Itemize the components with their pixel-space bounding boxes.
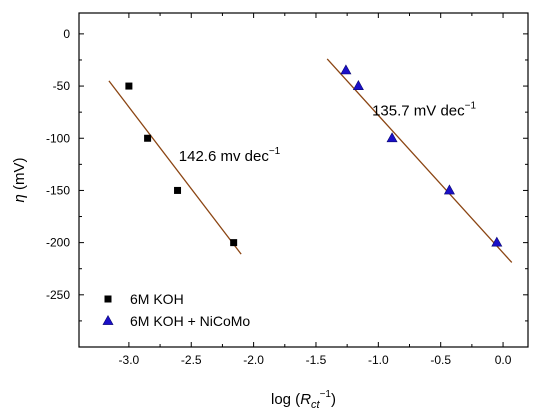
legend-label-series-1: 6M KOH: [130, 291, 184, 307]
fit-lines-layer: [108, 58, 513, 263]
data-point-series-1: [174, 186, 182, 194]
x-axis-label-sup: −1: [320, 389, 332, 400]
x-tick-label: 0.0: [495, 353, 512, 367]
y-tick-label: -150: [46, 183, 70, 197]
legend-label-series-2: 6M KOH + NiCoMo: [130, 313, 250, 329]
x-axis-label: log (Rct−1): [271, 389, 336, 411]
data-point-series-2: [491, 236, 503, 247]
points-layer: [125, 64, 503, 247]
legend-marker-series-2: [102, 314, 114, 325]
fit-line-series-1: [108, 80, 242, 255]
slope-annotation-series-1: 142.6 mv dec−1: [179, 146, 281, 165]
data-point-series-1: [144, 134, 152, 142]
data-point-series-1: [125, 82, 133, 90]
x-axis-label-sub: ct: [311, 399, 321, 411]
x-tick-label: -1.5: [306, 353, 327, 367]
plot-frame: [78, 12, 529, 348]
data-point-series-2: [386, 132, 398, 143]
x-tick-label: -2.0: [243, 353, 264, 367]
x-tick-label: -2.5: [181, 353, 202, 367]
x-tick-label: -3.0: [119, 353, 140, 367]
data-point-series-2: [352, 80, 364, 90]
x-tick-label: -0.5: [430, 353, 451, 367]
data-point-series-1: [230, 239, 238, 247]
x-tick-label: -1.0: [368, 353, 389, 367]
fit-line-series-2: [326, 58, 513, 263]
y-axis-label-unit: (mV): [11, 158, 28, 195]
y-tick-label: -250: [46, 288, 70, 302]
legend: 6M KOH 6M KOH + NiCoMo: [102, 291, 250, 329]
y-axis-label-var: η: [11, 194, 28, 202]
y-axis-label: η (mV): [11, 158, 28, 203]
x-axis-label-prefix: log (: [271, 391, 300, 408]
y-tick-label: 0: [63, 27, 70, 41]
ticks-layer: -3.0 -2.5 -2.0 -1.5 -1.0 -0.5 0.0 0 -50 -100 -150 -…: [46, 13, 528, 367]
x-axis-label-suffix: ): [331, 391, 336, 408]
legend-marker-series-1: [104, 295, 112, 303]
data-point-series-2: [443, 184, 455, 195]
y-tick-label: -200: [46, 236, 70, 250]
slope-annotation-series-2: 135.7 mV dec−1: [372, 100, 476, 119]
annotations-layer: 142.6 mv dec−1 135.7 mV dec−1: [179, 100, 477, 165]
y-tick-label: -50: [53, 79, 71, 93]
y-tick-label: -100: [46, 131, 70, 145]
data-point-series-2: [340, 64, 352, 75]
x-axis-label-var: R: [300, 391, 311, 408]
